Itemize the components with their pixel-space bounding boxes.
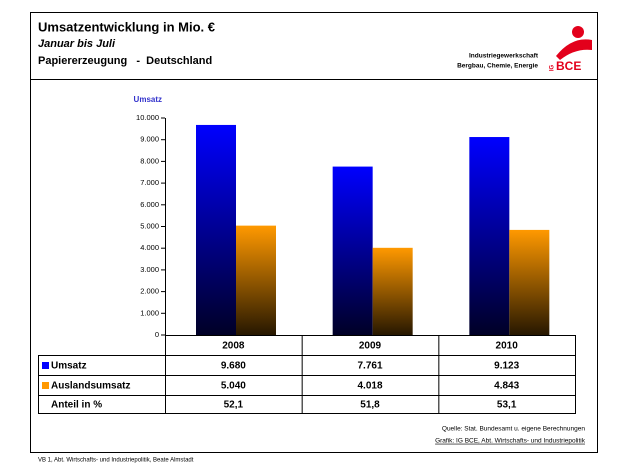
bar	[196, 124, 236, 335]
table-cell: 51,8	[360, 400, 380, 411]
table-cell: 9.680	[221, 361, 246, 372]
title: Umsatzentwicklung in Mio. €	[38, 19, 215, 34]
subtitle: Januar bis Juli	[38, 38, 116, 50]
y-tick-label: 9.000	[140, 135, 159, 144]
table-cell: 5.040	[221, 381, 246, 392]
x-tick-label: 2010	[496, 341, 519, 352]
logo-bce: BCE	[556, 59, 581, 73]
table-cell: 53,1	[497, 400, 517, 411]
logo-swoosh	[556, 39, 592, 60]
bar	[236, 225, 276, 335]
bar	[469, 137, 510, 335]
y-tick-label: 1.000	[140, 308, 159, 317]
y-tick-label: 10.000	[136, 113, 159, 122]
row-label: Anteil in %	[51, 400, 102, 411]
logo-text: Bergbau, Chemie, Energie	[457, 63, 538, 70]
y-tick-label: 3.000	[140, 265, 159, 274]
y-tick-label: 2.000	[140, 287, 159, 296]
x-tick-label: 2009	[359, 341, 382, 352]
graphic-note: Grafik: IG BCE, Abt. Wirtschafts- und In…	[435, 438, 586, 445]
logo-text: Industriegewerkschaft	[469, 53, 539, 60]
logo: IG BCE	[550, 26, 592, 73]
table-frame	[165, 335, 576, 414]
bar	[332, 166, 373, 335]
x-tick-label: 2008	[222, 341, 245, 352]
table-cell: 4.018	[357, 381, 382, 392]
source-note: Quelle: Stat. Bundesamt u. eigene Berech…	[442, 426, 585, 433]
y-tick-label: 6.000	[140, 200, 159, 209]
y-axis-title: Umsatz	[134, 95, 162, 104]
y-tick-label: 4.000	[140, 243, 159, 252]
legend-swatch	[42, 382, 49, 389]
table-cell: 9.123	[494, 361, 519, 372]
y-tick-label: 7.000	[140, 178, 159, 187]
footer: VB 1, Abt. Wirtschafts- und Industriepol…	[38, 458, 194, 464]
legend-label: Umsatz	[51, 361, 87, 372]
bar	[509, 229, 550, 335]
table-cell: 4.843	[494, 381, 519, 392]
legend-swatch	[42, 362, 49, 369]
table-cell: 52,1	[224, 400, 244, 411]
logo-ig: IG	[550, 65, 556, 72]
table-cell: 7.761	[357, 361, 382, 372]
logo-head	[572, 26, 584, 38]
y-tick-label: 8.000	[140, 156, 159, 165]
legend-label: Auslandsumsatz	[51, 381, 130, 392]
y-tick-label: 5.000	[140, 221, 159, 230]
subtitle: Papiererzeugung - Deutschland	[38, 55, 212, 67]
y-tick-label: 0	[155, 330, 159, 339]
bar	[372, 247, 413, 335]
